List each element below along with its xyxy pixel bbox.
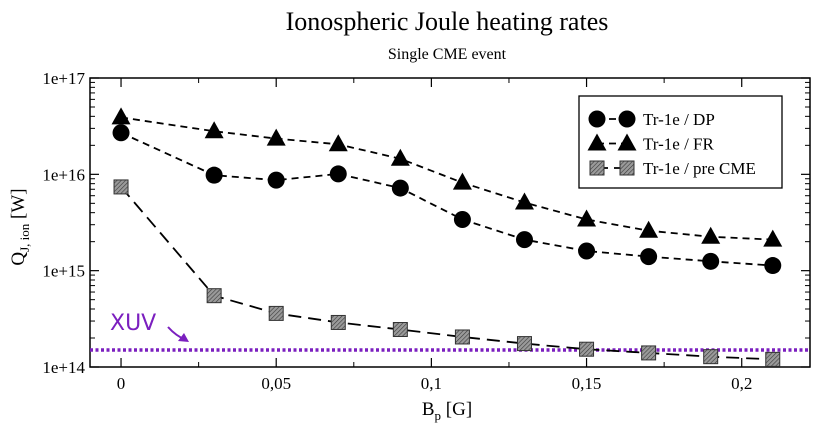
y-axis-label: QJ, ion [W]	[8, 188, 32, 265]
data-point	[267, 171, 285, 189]
legend-label: Tr-1e / DP	[643, 110, 715, 129]
data-point	[703, 349, 719, 365]
data-point	[578, 242, 596, 260]
data-point	[111, 107, 131, 125]
data-point	[639, 220, 659, 238]
y-tick-label: 1e+16	[42, 165, 85, 184]
xuv-label: XUV	[110, 311, 156, 336]
reference-lines: XUV	[90, 311, 810, 352]
data-point	[391, 179, 409, 197]
y-tick-label: 1e+17	[42, 69, 85, 88]
legend-marker	[619, 160, 635, 176]
legend-box	[578, 95, 783, 189]
legend: Tr-1e / DP Tr-1e / FR Tr-1e / pre CME	[578, 95, 783, 189]
chart-title: Ionospheric Joule heating rates	[286, 7, 609, 36]
x-tick-label: 0	[117, 374, 126, 393]
plot-area	[89, 77, 811, 368]
legend-marker	[588, 110, 606, 128]
data-point	[392, 322, 408, 338]
series-line	[120, 186, 773, 361]
x-tick-label: 0,15	[572, 374, 602, 393]
y-tick-label: 1e+15	[42, 262, 85, 281]
series-1	[111, 107, 783, 247]
x-axis: 0 0,05 0,1 0,15 0,2	[117, 78, 752, 393]
data-point	[701, 226, 721, 244]
x-tick-label: 0,1	[421, 374, 442, 393]
x-tick-label: 0,2	[731, 374, 752, 393]
x-tick-label: 0,05	[261, 374, 291, 393]
data-point	[113, 179, 129, 195]
data-point	[454, 329, 470, 345]
chart-subtitle: Single CME event	[388, 46, 507, 63]
data-point	[515, 231, 533, 249]
legend-marker	[589, 160, 605, 176]
data-point	[330, 314, 346, 330]
legend-marker	[617, 133, 637, 151]
x-axis-label: Bp [G]	[422, 399, 472, 423]
data-point	[390, 148, 410, 166]
data-point	[764, 257, 782, 275]
data-point	[268, 305, 284, 321]
plot-frame	[89, 77, 811, 368]
xuv-arrow-head	[178, 333, 189, 342]
y-axis: 1e+14 1e+15 1e+16 1e+17	[42, 69, 810, 377]
data-point	[266, 128, 286, 146]
data-point	[516, 336, 532, 352]
data-point	[579, 341, 595, 357]
y-tick-label: 1e+14	[42, 358, 85, 377]
data-point	[765, 351, 781, 367]
data-point	[763, 229, 783, 247]
series-2	[113, 179, 781, 367]
data-point	[577, 209, 597, 227]
legend-marker	[618, 110, 636, 128]
legend-label: Tr-1e / pre CME	[643, 159, 756, 178]
data-point	[206, 288, 222, 304]
legend-label: Tr-1e / FR	[643, 135, 714, 154]
series-0	[112, 124, 782, 275]
data-point	[112, 124, 130, 142]
legend-marker	[587, 133, 607, 151]
data-point	[641, 345, 657, 361]
data-point	[640, 248, 658, 266]
data-point	[329, 165, 347, 183]
data-point	[702, 252, 720, 270]
data-point	[205, 166, 223, 184]
data-point	[514, 192, 534, 210]
data-point	[453, 210, 471, 228]
data-point	[452, 172, 472, 190]
series-layer	[111, 107, 783, 367]
data-point	[328, 134, 348, 152]
data-point	[204, 121, 224, 139]
